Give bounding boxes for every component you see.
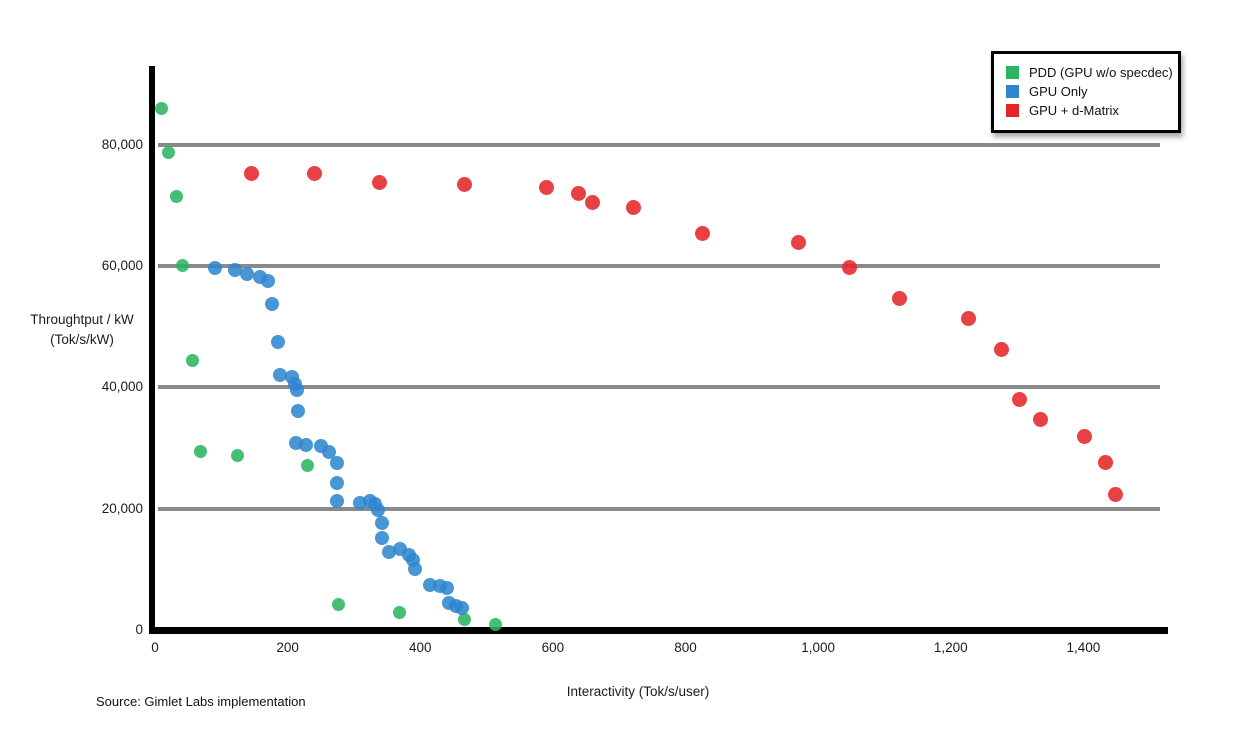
data-point <box>374 530 389 545</box>
legend: PDD (GPU w/o specdec) GPU Only GPU + d-Mat… <box>991 51 1181 133</box>
data-point <box>370 503 385 518</box>
legend-label: GPU + d-Matrix <box>1029 103 1119 118</box>
data-point <box>539 180 555 196</box>
data-point <box>960 310 976 326</box>
data-point <box>392 605 406 619</box>
data-point <box>193 445 207 459</box>
data-point <box>207 260 222 275</box>
x-tick-label: 800 <box>674 640 697 655</box>
legend-row: PDD (GPU w/o specdec) <box>1006 63 1173 82</box>
data-point <box>1012 391 1028 407</box>
data-point <box>228 263 243 278</box>
data-point <box>842 260 858 276</box>
gridline-y-60000 <box>158 263 1160 268</box>
data-point <box>1033 411 1049 427</box>
data-point <box>231 449 245 463</box>
data-point <box>329 493 344 508</box>
x-tick-label: 1,200 <box>933 640 968 655</box>
x-axis-title: Interactivity (Tok/s/user) <box>566 684 710 699</box>
x-tick-label: 600 <box>541 640 565 655</box>
data-point <box>571 185 587 201</box>
y-tick-label: 60,000 <box>101 257 143 273</box>
data-point <box>155 101 169 115</box>
data-point <box>332 598 346 612</box>
data-point <box>273 367 288 382</box>
data-point <box>289 382 304 397</box>
x-tick-label: 200 <box>276 640 299 655</box>
y-axis-line <box>149 66 155 634</box>
y-axis-title-line1: Throughtput / kW <box>30 312 134 327</box>
plot-area <box>155 67 1163 632</box>
data-point <box>993 341 1009 357</box>
legend-row: GPU Only <box>1006 82 1168 101</box>
y-axis-title: Throughtput / kW (Tok/s/kW) <box>18 310 146 349</box>
data-point <box>457 613 471 627</box>
gridline-y-80000 <box>158 142 1160 147</box>
y-tick-label: 80,000 <box>101 136 143 152</box>
data-point <box>329 475 344 490</box>
x-tick-label: 1,000 <box>801 640 836 655</box>
data-point <box>170 189 184 203</box>
data-point <box>625 199 641 215</box>
data-point <box>455 601 470 616</box>
data-point <box>456 176 472 192</box>
data-point <box>1108 487 1124 503</box>
data-point <box>695 225 711 241</box>
legend-label: GPU Only <box>1029 84 1088 99</box>
y-tick-label: 40,000 <box>101 379 143 395</box>
data-point <box>301 459 315 473</box>
source-note: Source: Gimlet Labs implementation <box>96 694 306 709</box>
data-point <box>243 165 259 181</box>
gridline-y-20000 <box>158 506 1160 511</box>
data-point <box>270 334 285 349</box>
data-point <box>489 618 503 632</box>
legend-swatch-icon <box>1006 85 1019 98</box>
y-axis-title-line2: (Tok/s/kW) <box>50 331 114 347</box>
data-point <box>407 561 422 576</box>
data-point <box>321 444 336 459</box>
data-point <box>790 235 806 251</box>
y-tick-label: 0 <box>135 622 143 637</box>
data-point <box>1076 428 1092 444</box>
legend-label: PDD (GPU w/o specdec) <box>1029 65 1173 80</box>
data-point <box>1097 455 1113 471</box>
data-point <box>306 166 322 182</box>
legend-swatch-icon <box>1006 104 1019 117</box>
data-point <box>161 146 175 160</box>
legend-swatch-icon <box>1006 66 1019 79</box>
data-point <box>329 455 344 470</box>
data-point <box>299 437 314 452</box>
data-point <box>260 274 275 289</box>
legend-row: GPU + d-Matrix <box>1006 101 1168 120</box>
data-point <box>382 544 397 559</box>
data-point <box>264 296 279 311</box>
data-point <box>439 581 454 596</box>
data-point <box>892 290 908 306</box>
x-tick-label: 0 <box>151 640 159 655</box>
data-point <box>584 194 600 210</box>
data-point <box>371 174 387 190</box>
data-point <box>240 266 255 281</box>
y-tick-label: 20,000 <box>101 500 143 516</box>
data-point <box>176 259 190 273</box>
x-tick-label: 1,400 <box>1066 640 1101 655</box>
gridline-y-40000 <box>158 385 1160 390</box>
data-point <box>291 403 306 418</box>
x-tick-label: 400 <box>408 640 432 655</box>
x-axis-line <box>149 627 1168 634</box>
data-point <box>374 515 389 530</box>
data-point <box>186 353 200 367</box>
